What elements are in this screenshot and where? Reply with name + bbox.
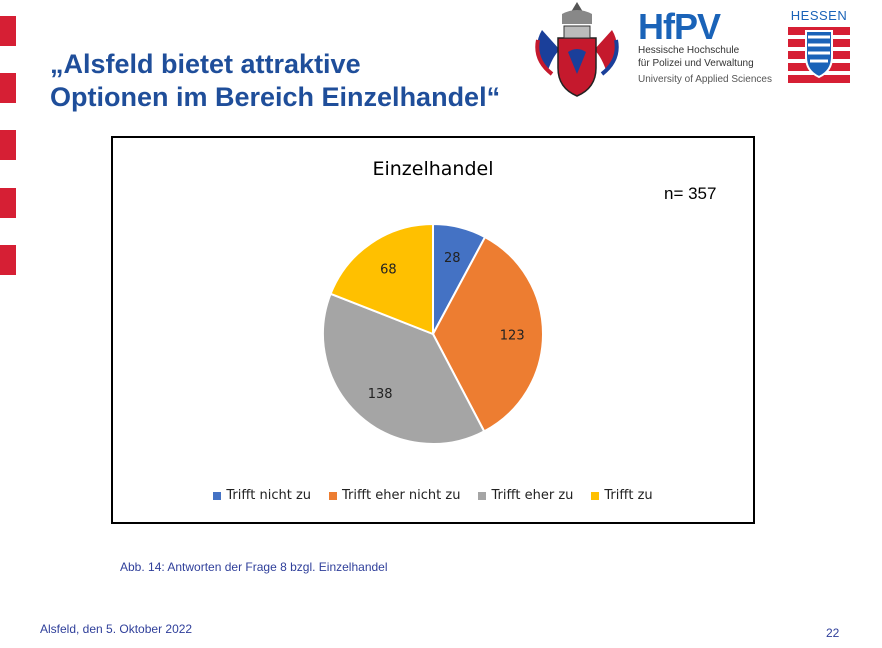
slide-title-line2: Optionen im Bereich Einzelhandel“ (50, 82, 501, 112)
legend-swatch-2 (329, 491, 338, 500)
page-number: 22 (826, 626, 840, 640)
pie-data-label-3: 138 (368, 387, 393, 402)
pie-data-label-4: 68 (380, 263, 397, 278)
legend-swatch-3 (478, 491, 487, 500)
pie-chart-plot: 28 123 138 68 (322, 222, 544, 445)
hfpv-mark: HfPV (638, 6, 721, 47)
hfpv-logo: HfPV Hessische Hochschule für Polizei un… (638, 6, 788, 95)
figure-caption: Abb. 14: Antworten der Frage 8 bzgl. Ein… (120, 560, 388, 574)
legend-label-2: Trifft eher nicht zu (342, 488, 461, 503)
side-mark-2 (0, 73, 16, 103)
pie-data-label-2: 123 (500, 328, 525, 343)
slide-title-line1: „Alsfeld bietet attraktive (50, 49, 361, 79)
legend-swatch-1 (213, 491, 222, 500)
pie-slice-4 (329, 222, 434, 336)
legend-swatch-4 (591, 491, 600, 500)
pie-slice-2 (431, 235, 544, 433)
side-mark-1 (0, 16, 16, 46)
pie-chart: 28 123 138 68 Einzelhandel n= 357 Trifft ni… (111, 136, 755, 524)
legend-item-2: Trifft eher nicht zu (329, 488, 460, 503)
hfpv-line1: Hessische Hochschule (638, 45, 740, 56)
slide-title: „Alsfeld bietet attraktive Optionen im B… (50, 48, 570, 114)
side-mark-5 (0, 245, 16, 275)
side-mark-3 (0, 130, 16, 160)
pie-data-label-1: 28 (444, 251, 461, 266)
legend-label-4: Trifft zu (604, 488, 653, 503)
chart-title: Einzelhandel (372, 158, 494, 180)
hessen-flag-icon (788, 27, 850, 83)
footer-date: Alsfeld, den 5. Oktober 2022 (40, 622, 193, 636)
hfpv-line2: für Polizei und Verwaltung (638, 58, 754, 69)
legend-item-3: Trifft eher zu (478, 488, 573, 503)
hessen-logo: HESSEN (786, 8, 852, 92)
legend-item-4: Trifft zu (591, 488, 653, 503)
alsfeld-crest-logo (535, 2, 619, 97)
legend-item-1: Trifft nicht zu (213, 488, 311, 503)
sample-size-note: n= 357 (664, 184, 717, 203)
legend-label-3: Trifft eher zu (491, 488, 574, 503)
chart-legend: Trifft nicht zu Trifft eher nicht zu Triff… (113, 488, 753, 503)
side-mark-4 (0, 188, 16, 218)
legend-label-1: Trifft nicht zu (226, 488, 312, 503)
hfpv-line3: University of Applied Sciences (638, 74, 772, 85)
pie-slice-3 (322, 292, 486, 445)
hessen-label: HESSEN (790, 8, 848, 23)
